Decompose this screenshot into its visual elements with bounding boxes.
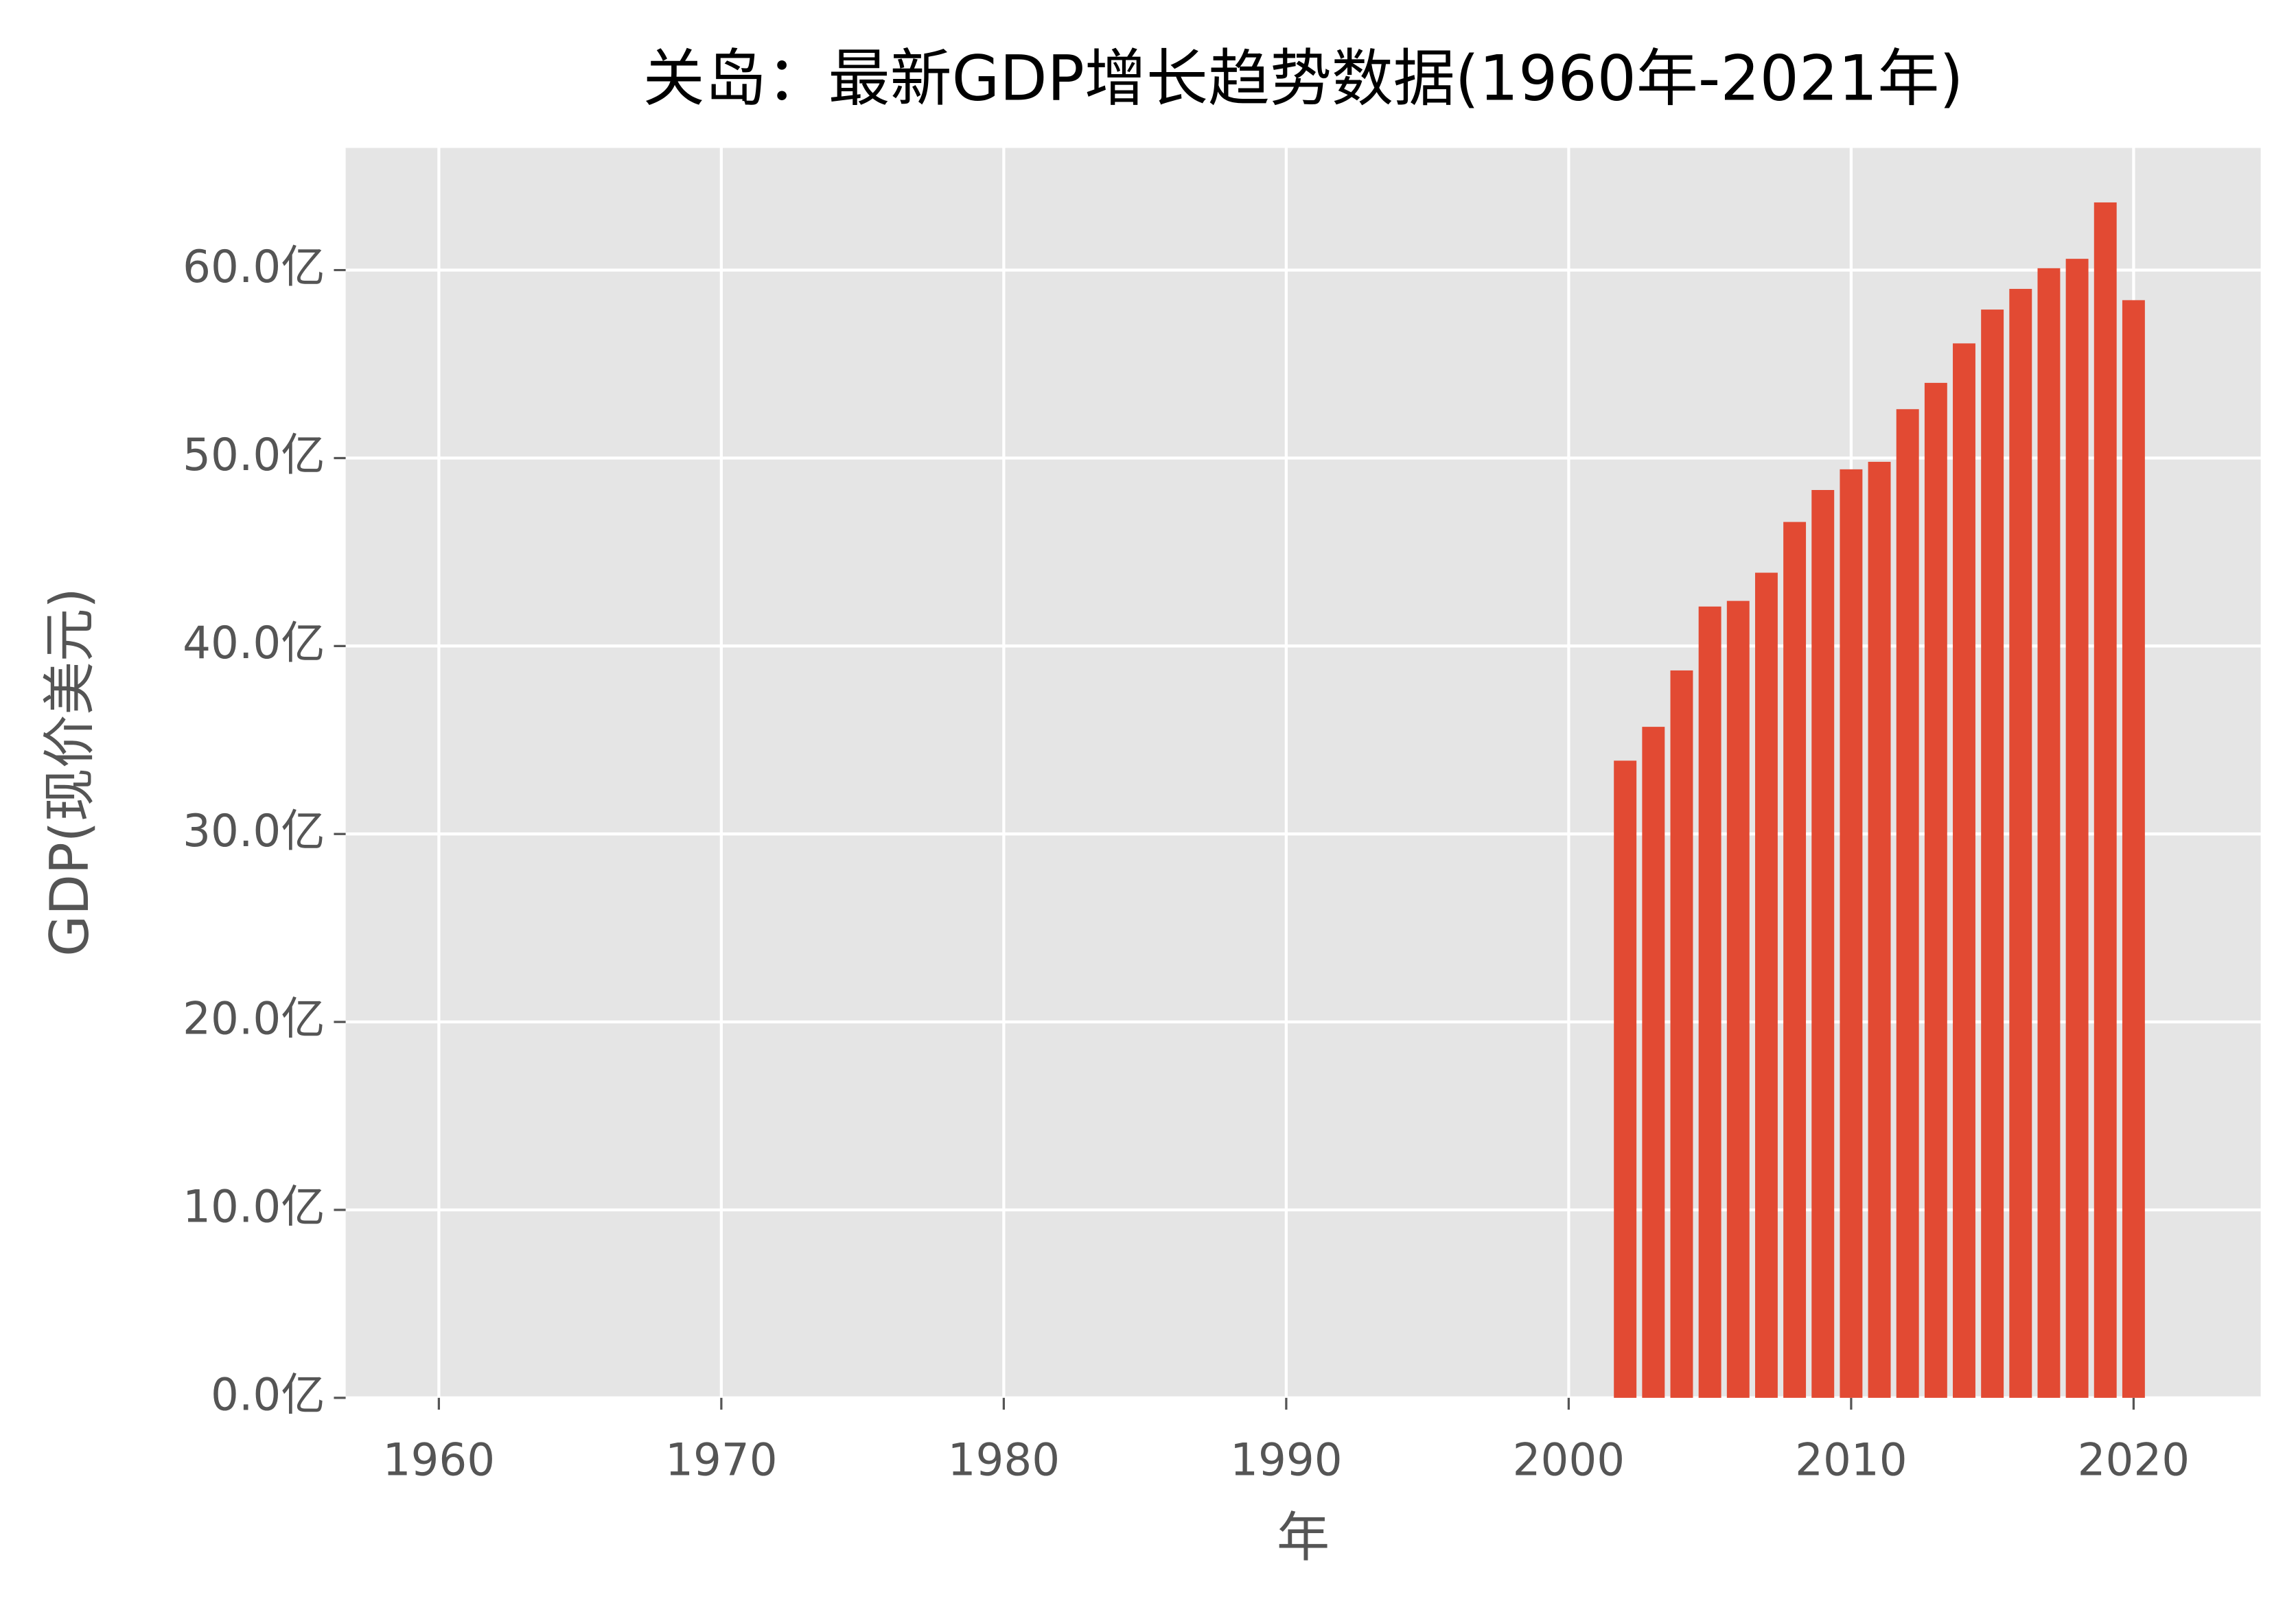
x-tick-label: 2010 bbox=[1795, 1434, 1907, 1486]
x-axis-label: 年 bbox=[1277, 1507, 1330, 1569]
bar bbox=[1811, 490, 1835, 1398]
x-tick-label: 2000 bbox=[1513, 1434, 1625, 1486]
y-tick-label: 10.0亿 bbox=[183, 1181, 325, 1233]
y-tick-label: 40.0亿 bbox=[183, 618, 325, 669]
bars bbox=[1614, 202, 2145, 1398]
bar bbox=[1614, 760, 1637, 1398]
bar bbox=[2037, 268, 2061, 1398]
bar bbox=[2009, 288, 2032, 1398]
x-tick-label: 1980 bbox=[948, 1434, 1060, 1486]
x-tick-label: 1990 bbox=[1230, 1434, 1343, 1486]
x-tick-label: 2020 bbox=[2078, 1434, 2190, 1486]
bar bbox=[1670, 670, 1693, 1398]
bar bbox=[2122, 300, 2145, 1398]
x-tick-label: 1970 bbox=[665, 1434, 778, 1486]
chart-title: 关岛：最新GDP增长趋势数据(1960年-2021年) bbox=[643, 43, 1964, 115]
bar bbox=[1642, 727, 1665, 1398]
bar bbox=[2094, 202, 2117, 1398]
bar bbox=[1981, 310, 2004, 1398]
bar bbox=[1953, 343, 1975, 1398]
bar bbox=[2065, 259, 2089, 1398]
bar bbox=[1896, 409, 1919, 1398]
y-tick-label: 50.0亿 bbox=[183, 430, 325, 481]
x-tick-label: 1960 bbox=[383, 1434, 496, 1486]
bar bbox=[1754, 572, 1778, 1398]
bar bbox=[1840, 469, 1863, 1398]
bar bbox=[1726, 600, 1750, 1398]
y-tick-label: 60.0亿 bbox=[183, 242, 325, 293]
bar bbox=[1924, 382, 1947, 1398]
y-axis-label: GDP(现价美元) bbox=[39, 587, 101, 957]
y-tick-label: 0.0亿 bbox=[211, 1369, 325, 1421]
bar bbox=[1783, 522, 1807, 1398]
y-tick-label: 20.0亿 bbox=[183, 994, 325, 1045]
bar bbox=[1698, 606, 1721, 1398]
y-tick-label: 30.0亿 bbox=[183, 806, 325, 857]
bar bbox=[1868, 461, 1891, 1398]
